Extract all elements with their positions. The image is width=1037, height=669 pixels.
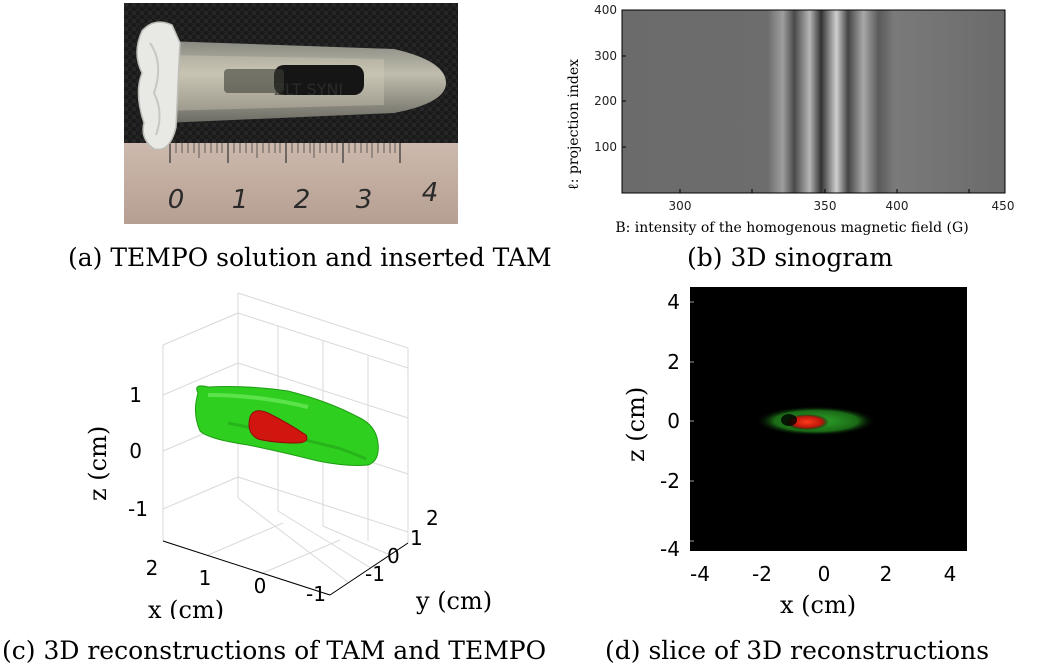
tube-photo: 0 1 2 3 4 ZLT SYNI bbox=[124, 3, 458, 224]
sinogram-image bbox=[622, 10, 1005, 193]
recon-ytick-2: 2 bbox=[426, 506, 439, 530]
recon-xtick-0: 0 bbox=[254, 574, 267, 598]
slice-ylabel: z (cm) bbox=[622, 387, 650, 462]
slice-xlabel: x (cm) bbox=[780, 591, 856, 619]
slice-xtick-4: 4 bbox=[944, 562, 957, 586]
sinogram-plot: 400 300 200 100 300 350 400 450 ℓ: proje… bbox=[566, 3, 1015, 236]
tube-marker-text: ZLT SYNI bbox=[274, 80, 343, 99]
recon-xlabel: x (cm) bbox=[148, 596, 224, 619]
slice-ytick-0: 0 bbox=[667, 409, 680, 433]
recon-xtick-2: 2 bbox=[146, 556, 159, 580]
recon-ztick-1: 1 bbox=[129, 383, 142, 407]
slice-ytick-m2: -2 bbox=[660, 469, 680, 493]
slice-xtick-m2: -2 bbox=[752, 562, 772, 586]
ruler-label-3: 3 bbox=[356, 185, 373, 215]
sino-ytick-200: 200 bbox=[594, 94, 617, 108]
sino-ytick-400: 400 bbox=[594, 3, 617, 17]
recon-xtick-1: 1 bbox=[199, 566, 212, 590]
slice-plot: 4 2 0 -2 -4 -4 -2 0 2 4 z (cm) x (cm) bbox=[622, 287, 967, 619]
slice-ytick-m4: -4 bbox=[660, 537, 680, 561]
sino-xtick-300: 300 bbox=[669, 199, 692, 213]
ruler-label-2: 2 bbox=[294, 185, 311, 215]
tam-surface bbox=[248, 410, 308, 444]
sino-ylabel: ℓ: projection index bbox=[566, 59, 582, 190]
ruler-label-0: 0 bbox=[168, 185, 185, 215]
caption-c: (c) 3D reconstructions of TAM and TEMPO bbox=[2, 636, 547, 665]
caption-b: (b) 3D sinogram bbox=[687, 243, 893, 272]
slice-xtick-0: 0 bbox=[818, 562, 831, 586]
ruler-label-4: 4 bbox=[422, 178, 439, 208]
recon-ytick-1: 1 bbox=[410, 526, 423, 550]
recon-xtick-m1: -1 bbox=[306, 582, 326, 606]
slice-ytick-4: 4 bbox=[667, 290, 680, 314]
recon-ztick-0: 0 bbox=[129, 439, 142, 463]
recon-ytick-0: 0 bbox=[387, 544, 400, 568]
recon-ytick-m1: -1 bbox=[365, 562, 385, 586]
caption-a: (a) TEMPO solution and inserted TAM bbox=[68, 243, 552, 272]
sino-ytick-300: 300 bbox=[594, 49, 617, 63]
recon-ztick-m1: -1 bbox=[128, 497, 148, 521]
slice-xtick-2: 2 bbox=[880, 562, 893, 586]
slice-ytick-2: 2 bbox=[667, 350, 680, 374]
caption-d: (d) slice of 3D reconstructions bbox=[605, 636, 990, 665]
recon-ylabel: y (cm) bbox=[415, 587, 492, 615]
ruler-label-1: 1 bbox=[232, 185, 249, 215]
slice-xtick-m4: -4 bbox=[690, 562, 710, 586]
sino-xtick-350: 350 bbox=[814, 199, 837, 213]
recon-zlabel: z (cm) bbox=[84, 426, 112, 501]
sino-xlabel: B: intensity of the homogenous magnetic … bbox=[615, 220, 968, 236]
sino-xtick-400: 400 bbox=[886, 199, 909, 213]
sino-ytick-100: 100 bbox=[594, 140, 617, 154]
recon-3d-plot: 1 0 -1 2 1 0 -1 2 1 0 -1 z (cm) x (cm) y… bbox=[84, 292, 492, 619]
sino-xtick-450: 450 bbox=[992, 199, 1015, 213]
